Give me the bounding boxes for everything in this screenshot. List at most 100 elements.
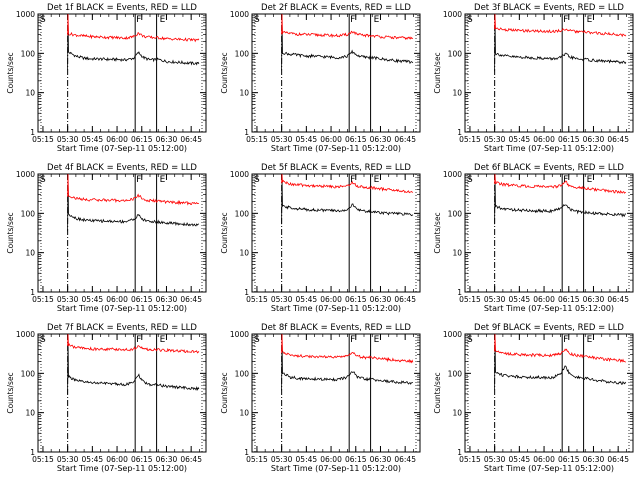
y-tick-label: 100 [21, 49, 36, 58]
y-tick-label: 100 [21, 369, 36, 378]
marker-label-s: S [254, 175, 260, 185]
x-tick-label: 05:45 [509, 135, 531, 144]
x-tick-label: 05:30 [484, 455, 506, 464]
x-tick-label: 05:15 [246, 455, 268, 464]
y-tick-label: 10 [25, 409, 35, 418]
x-tick-label: 06:00 [106, 455, 128, 464]
panel-det-3 [464, 13, 634, 133]
x-tick-label: 05:30 [484, 295, 506, 304]
x-tick-label: 06:45 [394, 135, 416, 144]
x-tick-label: 06:00 [106, 295, 128, 304]
y-tick-label: 1 [244, 448, 249, 457]
x-tick-label: 06:30 [583, 455, 605, 464]
x-tick-label: 05:45 [82, 455, 104, 464]
y-tick-label: 10 [452, 409, 462, 418]
x-tick-label: 05:15 [32, 455, 54, 464]
x-tick-label: 05:30 [57, 455, 79, 464]
x-tick-label: 06:30 [370, 455, 392, 464]
chart-title: Det 5f BLACK = Events, RED = LLD [261, 163, 411, 173]
x-tick-label: 06:00 [320, 135, 342, 144]
x-tick-label: 05:45 [296, 455, 318, 464]
marker-label-e: E [587, 15, 593, 25]
y-tick-label: 1000 [443, 170, 462, 179]
y-tick-label: 100 [21, 209, 36, 218]
marker-label-f: F [350, 15, 355, 25]
plot-frame [251, 333, 421, 453]
x-tick-label: 06:15 [345, 455, 367, 464]
y-tick-label: 10 [239, 249, 249, 258]
y-axis-label: Counts/sec [433, 372, 442, 413]
panel-det-4 [37, 173, 207, 293]
x-tick-label: 05:30 [271, 295, 293, 304]
x-tick-label: 06:15 [558, 295, 580, 304]
x-tick-label: 05:30 [57, 135, 79, 144]
y-tick-label: 1000 [230, 330, 249, 339]
y-tick-label: 10 [25, 89, 35, 98]
x-tick-label: 06:00 [320, 455, 342, 464]
series-lld-line [494, 13, 627, 38]
y-tick-label: 1000 [443, 330, 462, 339]
marker-label-s: S [467, 15, 473, 25]
plot-frame [251, 13, 421, 133]
panel-det-8 [251, 333, 421, 453]
chart-title: Det 4f BLACK = Events, RED = LLD [47, 163, 197, 173]
y-axis-label: Counts/sec [433, 212, 442, 253]
x-tick-label: 05:30 [271, 455, 293, 464]
x-tick-label: 05:15 [459, 295, 481, 304]
y-tick-label: 100 [235, 369, 250, 378]
y-tick-label: 1000 [230, 170, 249, 179]
x-tick-label: 06:30 [583, 295, 605, 304]
series-lld-line [281, 333, 414, 364]
marker-label-f: F [136, 335, 141, 345]
y-tick-label: 10 [239, 89, 249, 98]
panel-det-1 [37, 13, 207, 133]
plot-frame [464, 333, 634, 453]
marker-label-s: S [40, 335, 46, 345]
panel-det-5 [251, 173, 421, 293]
x-tick-label: 05:45 [509, 295, 531, 304]
x-tick-label: 05:45 [509, 455, 531, 464]
plot-frame [37, 13, 207, 133]
series-events-line [281, 175, 414, 225]
y-axis-label: Counts/sec [6, 372, 15, 413]
y-tick-label: 1 [457, 288, 462, 297]
plot-frame [464, 13, 634, 133]
y-axis-label: Counts/sec [6, 52, 15, 93]
plot-frame [464, 173, 634, 293]
y-tick-label: 100 [448, 49, 463, 58]
marker-label-s: S [40, 15, 46, 25]
x-tick-label: 06:15 [345, 135, 367, 144]
x-tick-label: 05:30 [484, 135, 506, 144]
series-lld-line [494, 173, 626, 194]
marker-label-s: S [467, 175, 473, 185]
series-events-line [281, 335, 414, 391]
y-tick-label: 10 [239, 409, 249, 418]
x-tick-label: 06:45 [607, 455, 629, 464]
panel-det-9 [464, 333, 634, 453]
marker-label-f: F [350, 335, 355, 345]
y-tick-label: 1 [244, 128, 249, 137]
panel-det-6 [464, 173, 634, 293]
x-tick-label: 05:15 [246, 135, 268, 144]
marker-label-s: S [254, 15, 260, 25]
series-events-line [494, 335, 627, 390]
marker-label-f: F [563, 175, 568, 185]
y-tick-label: 1 [457, 128, 462, 137]
x-tick-label: 06:15 [131, 455, 153, 464]
y-axis-label: Counts/sec [433, 52, 442, 93]
series-lld-line [494, 333, 626, 363]
series-lld-line [281, 13, 414, 40]
x-tick-label: 06:30 [156, 135, 178, 144]
x-tick-label: 06:00 [533, 295, 555, 304]
chart-title: Det 3f BLACK = Events, RED = LLD [474, 3, 624, 13]
marker-label-e: E [160, 175, 166, 185]
x-tick-label: 06:45 [607, 295, 629, 304]
marker-label-e: E [374, 15, 380, 25]
panel-det-7 [37, 333, 207, 453]
marker-label-s: S [254, 335, 260, 345]
chart-title: Det 6f BLACK = Events, RED = LLD [474, 163, 624, 173]
plot-frame [37, 333, 207, 453]
x-axis-label: Start Time (07-Sep-11 05:12:00) [57, 304, 187, 313]
marker-label-f: F [136, 175, 141, 185]
